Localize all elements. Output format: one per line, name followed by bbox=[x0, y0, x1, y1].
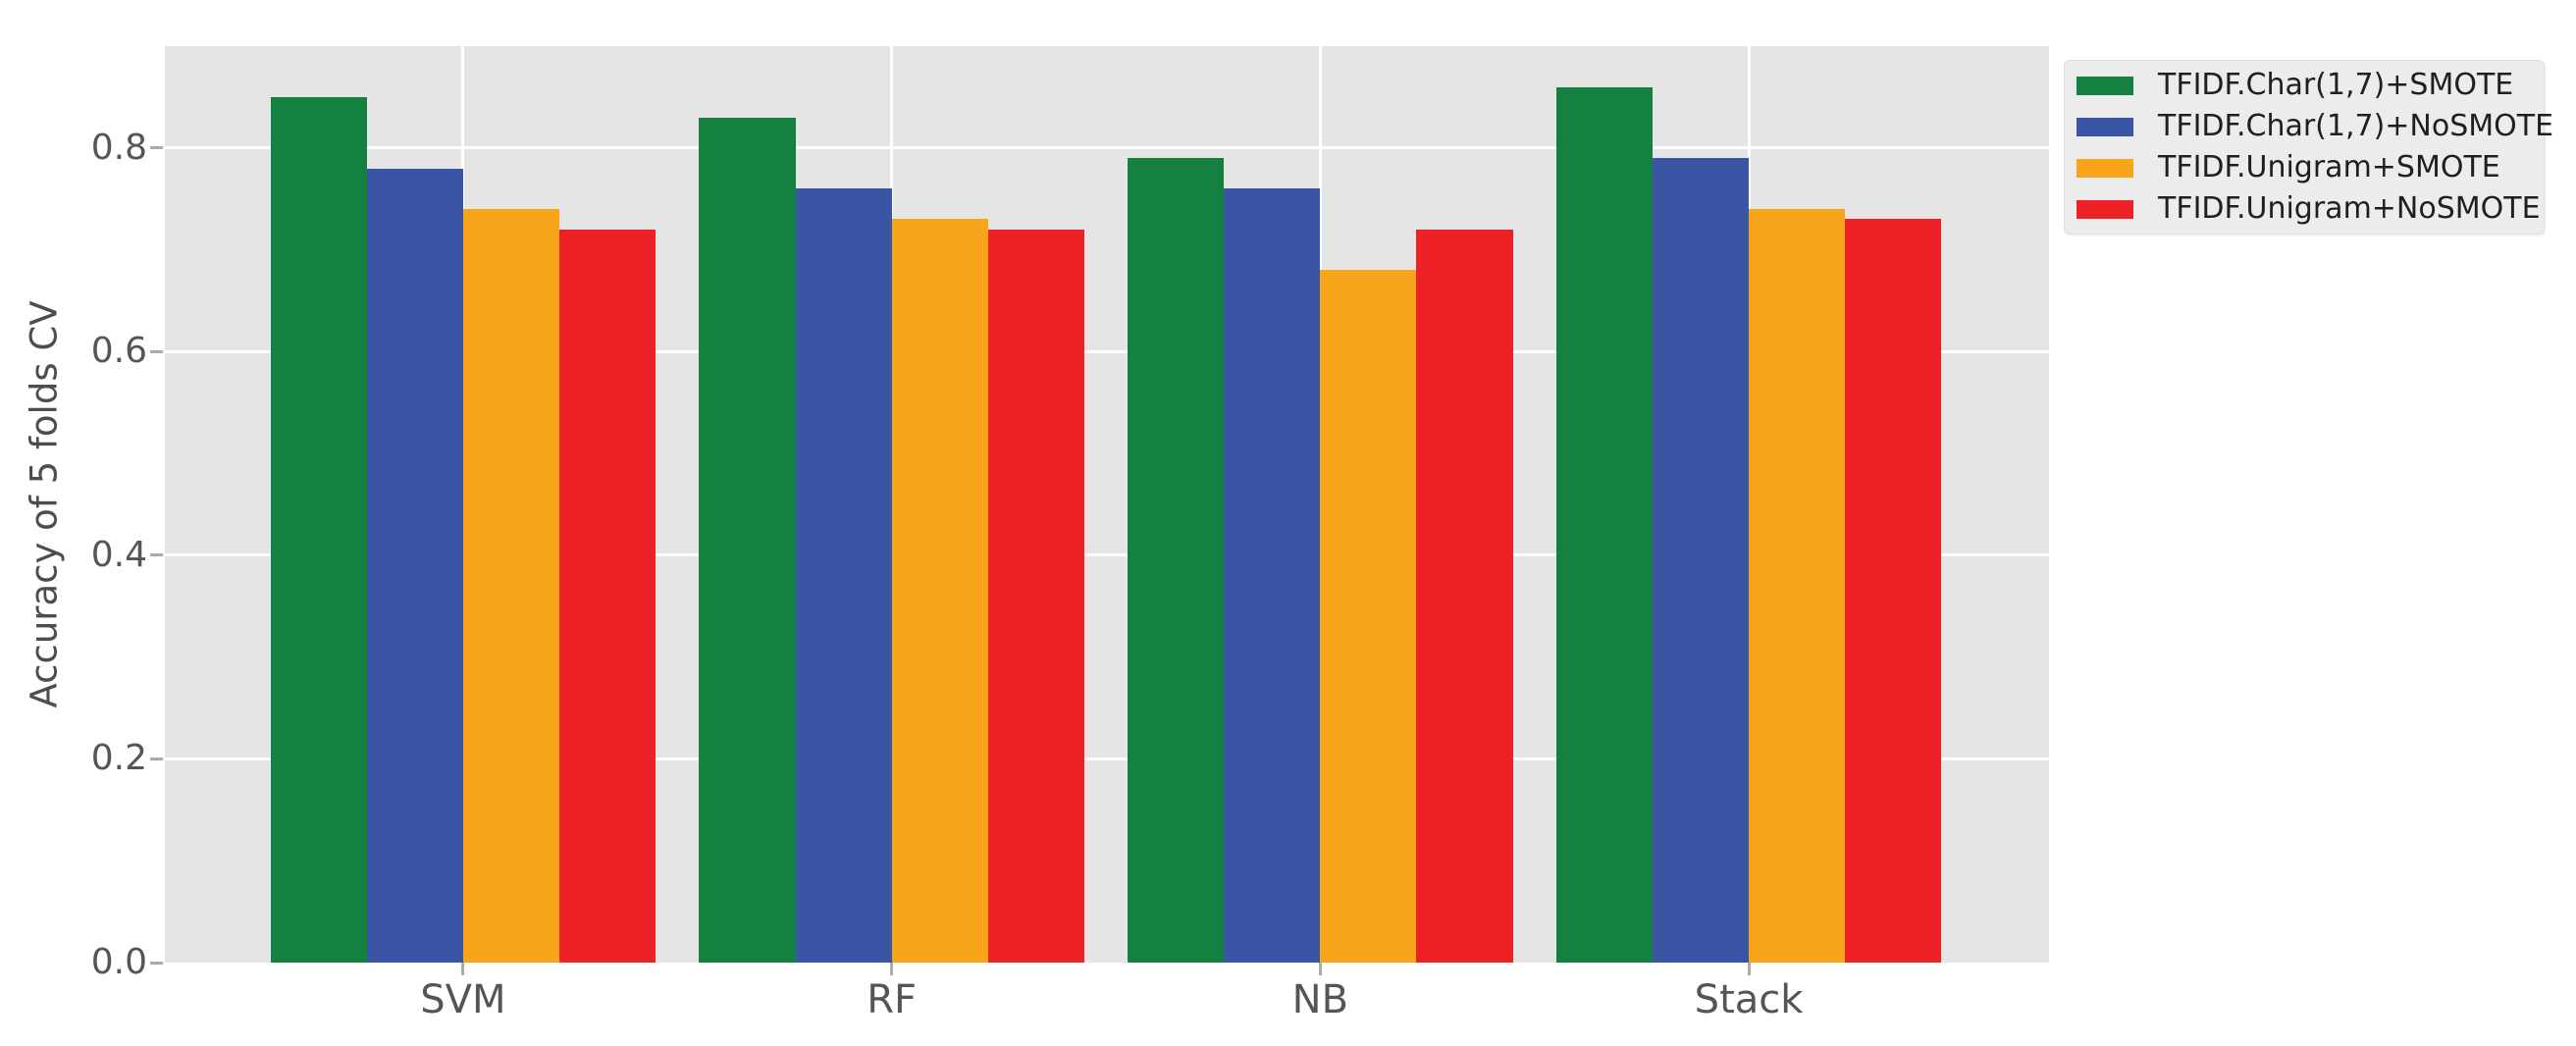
bar-rf-series1 bbox=[699, 118, 796, 963]
y-tick-mark bbox=[150, 349, 163, 353]
bar-svm-series4 bbox=[559, 230, 656, 963]
y-tick-mark bbox=[150, 553, 163, 557]
x-tick-label: NB bbox=[1291, 977, 1349, 1022]
bar-stack-series4 bbox=[1845, 219, 1941, 963]
legend-swatch bbox=[2077, 117, 2133, 136]
y-tick-label: 0.0 bbox=[90, 942, 147, 982]
gridline-horizontal bbox=[165, 146, 2049, 150]
bar-rf-series2 bbox=[796, 188, 892, 963]
legend-entry: TFIDF.Unigram+SMOTE bbox=[2077, 147, 2544, 188]
bar-svm-series1 bbox=[271, 97, 367, 963]
bar-stack-series3 bbox=[1749, 209, 1845, 963]
y-tick-label: 0.4 bbox=[90, 534, 147, 575]
legend-entry-label: TFIDF.Unigram+SMOTE bbox=[2158, 150, 2500, 184]
legend-entry: TFIDF.Char(1,7)+NoSMOTE bbox=[2077, 106, 2553, 147]
bar-nb-series2 bbox=[1224, 188, 1320, 963]
x-tick-label: Stack bbox=[1694, 977, 1804, 1022]
x-tick-mark bbox=[1318, 963, 1322, 975]
bar-stack-series2 bbox=[1653, 158, 1749, 963]
legend-swatch bbox=[2077, 76, 2133, 95]
y-tick-mark bbox=[150, 961, 163, 965]
x-tick-mark bbox=[1747, 963, 1751, 975]
y-tick-label: 0.2 bbox=[90, 738, 147, 779]
x-tick-mark bbox=[461, 963, 465, 975]
legend-swatch bbox=[2077, 199, 2133, 219]
legend-entry: TFIDF.Char(1,7)+SMOTE bbox=[2077, 65, 2544, 106]
bar-rf-series4 bbox=[988, 230, 1084, 963]
bar-nb-series1 bbox=[1128, 158, 1224, 963]
bar-nb-series3 bbox=[1320, 270, 1416, 963]
y-tick-label: 0.8 bbox=[90, 127, 147, 168]
legend-entry-label: TFIDF.Char(1,7)+SMOTE bbox=[2158, 68, 2514, 102]
bar-nb-series4 bbox=[1416, 230, 1513, 963]
legend-entry-label: TFIDF.Char(1,7)+NoSMOTE bbox=[2158, 109, 2554, 143]
x-tick-mark bbox=[890, 963, 894, 975]
legend-entry-label: TFIDF.Unigram+NoSMOTE bbox=[2158, 191, 2541, 226]
bar-svm-series3 bbox=[463, 209, 559, 963]
gridline-horizontal bbox=[165, 349, 2049, 353]
legend: TFIDF.Char(1,7)+SMOTE TFIDF.Char(1,7)+NoS… bbox=[2064, 60, 2553, 235]
y-tick-mark bbox=[150, 146, 163, 150]
plot-area bbox=[165, 46, 2049, 963]
x-tick-label: SVM bbox=[420, 977, 506, 1022]
bar-stack-series1 bbox=[1556, 87, 1653, 963]
y-tick-mark bbox=[150, 757, 163, 760]
x-tick-label: RF bbox=[867, 977, 918, 1022]
bar-svm-series2 bbox=[367, 169, 463, 963]
gridline-horizontal bbox=[165, 553, 2049, 557]
gridline-horizontal bbox=[165, 757, 2049, 760]
y-tick-label: 0.6 bbox=[90, 331, 147, 372]
legend-entry: TFIDF.Unigram+NoSMOTE bbox=[2077, 188, 2544, 230]
legend-swatch bbox=[2077, 158, 2133, 178]
bar-rf-series3 bbox=[892, 219, 988, 963]
